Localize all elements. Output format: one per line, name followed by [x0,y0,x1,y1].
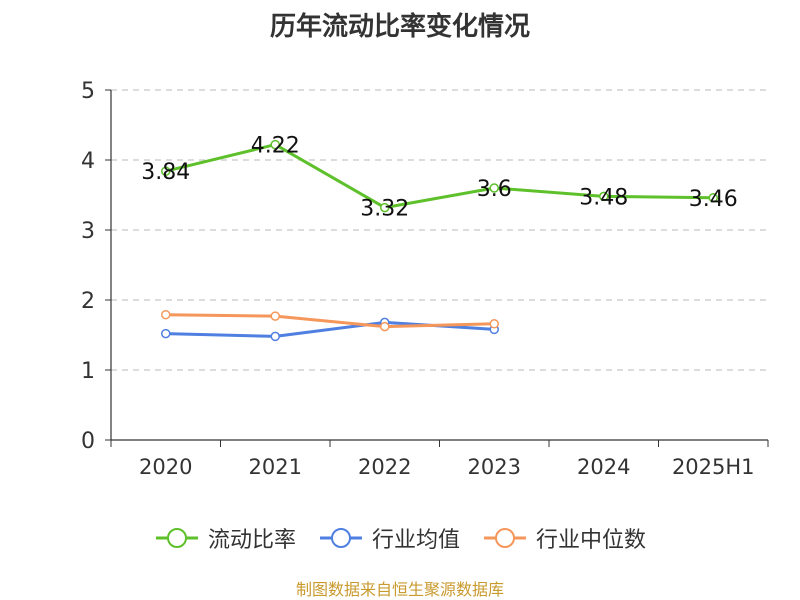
y-tick-label: 0 [81,429,95,454]
legend-label: 行业均值 [371,528,460,553]
legend-marker-icon [319,528,362,548]
legend-item-industry-mean[interactable]: 行业均值 [318,522,460,554]
legend-marker-icon [155,528,198,548]
legend-item-industry-median[interactable]: 行业中位数 [482,522,646,554]
y-tick-label: 1 [81,359,95,384]
data-point [270,311,280,321]
y-tick-label: 5 [81,79,95,104]
legend-item-current-ratio[interactable]: 流动比率 [154,522,296,554]
data-label: 3.46 [689,187,738,212]
data-point [270,331,280,342]
data-point [708,193,718,203]
data-label: 3.84 [141,160,190,185]
y-tick-label: 3 [81,219,95,244]
series-line [165,313,495,329]
source-note: 制图数据来自恒生聚源数据库 [295,580,504,599]
data-point [270,139,280,150]
series-line [165,143,714,210]
legend-label: 流动比率 [207,528,296,553]
data-point [599,191,609,202]
data-label: 3.6 [477,177,512,202]
x-tick-label: 2021 [249,455,302,479]
x-tick-label: 2025H1 [672,455,755,479]
data-label: 4.22 [251,134,300,159]
chart-legend: 流动比率 行业均值 行业中位数 [0,518,800,558]
x-tick-label: 2020 [139,455,192,479]
y-tick-label: 4 [81,149,95,174]
data-point [380,321,390,332]
x-tick-label: 2022 [358,455,411,479]
chart-title: 历年流动比率变化情况 [269,12,530,42]
legend-label: 行业中位数 [536,528,647,553]
data-point [489,319,499,329]
x-tick-label: 2023 [468,455,521,479]
data-point [380,202,390,213]
data-label: 3.32 [360,197,409,222]
data-point [489,183,499,193]
data-point [161,166,171,176]
legend-marker-icon [484,528,526,548]
data-label: 3.48 [579,185,628,210]
data-point [161,309,171,320]
y-tick-label: 2 [81,289,95,314]
data-point [161,328,171,339]
x-tick-label: 2024 [577,455,630,479]
